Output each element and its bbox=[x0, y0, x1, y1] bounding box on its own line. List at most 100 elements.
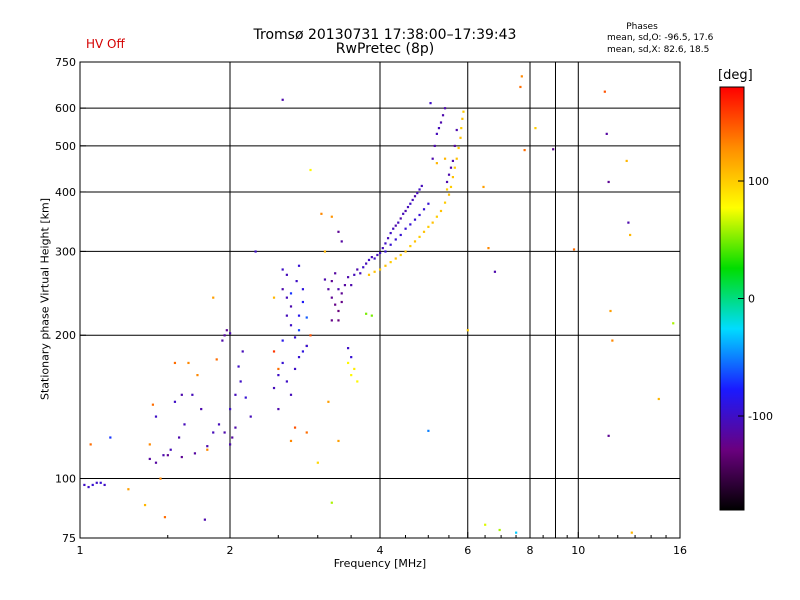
data-point bbox=[346, 347, 350, 350]
data-point bbox=[225, 329, 228, 332]
data-point bbox=[293, 336, 297, 339]
data-point bbox=[295, 280, 298, 283]
data-point bbox=[334, 272, 337, 275]
data-point bbox=[223, 431, 226, 434]
data-point bbox=[439, 209, 443, 213]
data-point bbox=[672, 322, 675, 325]
data-point bbox=[359, 272, 362, 275]
data-point bbox=[148, 443, 151, 446]
data-point bbox=[99, 481, 102, 484]
data-point bbox=[406, 205, 410, 209]
data-point bbox=[409, 202, 412, 205]
data-point bbox=[234, 426, 237, 429]
data-point bbox=[277, 367, 280, 371]
data-point bbox=[402, 212, 405, 215]
data-point bbox=[330, 296, 333, 299]
data-point bbox=[229, 443, 232, 446]
data-point bbox=[362, 266, 365, 269]
hv-status: HV Off bbox=[86, 37, 125, 51]
chart-title: Tromsø 20130731 17:38:00–17:39:43 bbox=[253, 27, 517, 43]
data-point bbox=[95, 481, 98, 484]
data-point bbox=[394, 257, 397, 260]
data-point bbox=[337, 439, 340, 443]
data-point bbox=[305, 431, 308, 434]
data-point bbox=[340, 300, 343, 304]
x-axis-ticks: 1 2 4 6 8 10 16 bbox=[77, 532, 687, 557]
data-point bbox=[629, 233, 632, 237]
data-point bbox=[356, 380, 359, 383]
data-point bbox=[323, 250, 327, 253]
data-point bbox=[330, 280, 333, 283]
data-point bbox=[370, 256, 373, 259]
data-point bbox=[200, 407, 203, 411]
data-point bbox=[206, 448, 209, 451]
data-point bbox=[429, 102, 432, 105]
data-point bbox=[221, 339, 224, 342]
data-point bbox=[365, 312, 368, 315]
phases-o-stats: mean, sd,O: -96.5, 17.6 bbox=[607, 33, 714, 43]
data-point bbox=[392, 227, 395, 230]
data-point bbox=[409, 223, 412, 226]
x-tick-label: 8 bbox=[527, 544, 534, 557]
grid-lines bbox=[80, 62, 680, 538]
data-point bbox=[350, 356, 353, 359]
data-point bbox=[457, 146, 460, 150]
data-point bbox=[498, 528, 501, 532]
data-point bbox=[330, 215, 333, 218]
data-point bbox=[281, 288, 284, 291]
data-point bbox=[320, 212, 323, 215]
data-point bbox=[422, 230, 426, 233]
y-tick-label: 100 bbox=[55, 473, 76, 486]
data-point bbox=[370, 314, 373, 317]
data-point bbox=[386, 237, 390, 240]
data-point bbox=[435, 132, 438, 135]
x-tick-label: 1 bbox=[77, 544, 84, 557]
y-tick-label: 300 bbox=[55, 245, 76, 258]
data-point bbox=[212, 431, 215, 434]
data-point bbox=[281, 268, 284, 271]
data-point bbox=[418, 188, 421, 191]
data-point bbox=[330, 319, 333, 322]
data-point bbox=[305, 316, 308, 319]
colorbar-tick-label: 0 bbox=[748, 293, 755, 306]
data-point bbox=[154, 415, 158, 418]
data-point bbox=[346, 276, 350, 279]
data-point bbox=[399, 217, 402, 220]
data-point bbox=[449, 166, 453, 169]
data-point bbox=[384, 242, 387, 245]
data-point bbox=[223, 334, 226, 337]
data-point bbox=[389, 231, 392, 235]
data-point bbox=[281, 361, 284, 365]
data-point bbox=[411, 198, 414, 202]
data-point bbox=[159, 477, 162, 480]
data-point bbox=[353, 367, 356, 371]
data-point bbox=[229, 407, 232, 411]
data-point bbox=[337, 288, 340, 291]
data-point bbox=[289, 305, 293, 308]
data-point bbox=[379, 251, 382, 255]
data-point bbox=[439, 121, 443, 124]
data-point bbox=[437, 127, 441, 130]
data-point bbox=[241, 350, 244, 353]
data-point bbox=[418, 213, 421, 217]
y-tick-label: 75 bbox=[62, 532, 76, 545]
data-point bbox=[519, 85, 522, 89]
data-point bbox=[297, 356, 301, 359]
data-point bbox=[435, 162, 438, 165]
data-point bbox=[449, 185, 453, 189]
data-point bbox=[346, 361, 350, 365]
data-point bbox=[607, 180, 610, 184]
data-point bbox=[340, 240, 343, 243]
data-point bbox=[447, 193, 451, 196]
data-point bbox=[445, 188, 449, 191]
data-point bbox=[431, 157, 434, 160]
data-point bbox=[413, 218, 417, 221]
data-point bbox=[191, 393, 194, 396]
colorbar-unit-label: [deg] bbox=[718, 68, 753, 83]
data-point bbox=[89, 443, 92, 446]
data-point bbox=[453, 144, 456, 148]
data-point bbox=[183, 423, 186, 426]
data-point bbox=[605, 132, 608, 135]
data-point bbox=[169, 448, 172, 451]
data-point bbox=[234, 393, 237, 396]
